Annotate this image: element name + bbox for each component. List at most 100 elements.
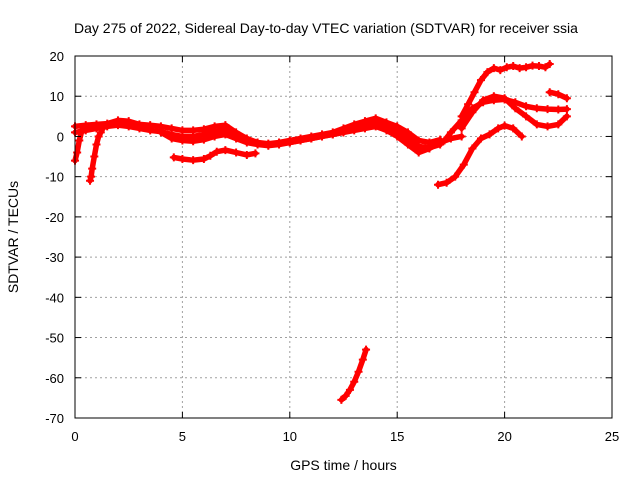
x-tick-label-2: 10: [283, 429, 297, 444]
data-point-late-lower-9: [509, 124, 518, 133]
data-point-late-top-12: [534, 62, 543, 71]
data-point-main-band-lower-1: [167, 134, 176, 143]
data-point-outlier-arc-2: [345, 385, 354, 394]
chart-title: Day 275 of 2022, Sidereal Day-to-day VTE…: [74, 20, 578, 36]
series-late-right: [545, 88, 571, 103]
data-point-late-lower-7: [494, 124, 503, 133]
data-point-late-mid-6: [500, 95, 509, 104]
data-point-late-top-8: [509, 62, 518, 71]
y-axis-label: SDTVAR / TECUs: [5, 181, 21, 293]
data-point-early-dip-3: [77, 128, 86, 137]
data-point-main-band-lower-10: [264, 141, 273, 150]
data-point-main-band-lower-19: [360, 124, 369, 133]
data-point-main-band-lower-12: [285, 138, 294, 147]
data-point-late-lower-6: [485, 130, 494, 139]
y-tick-label-1: -60: [45, 371, 64, 386]
data-point-late-top-13: [541, 63, 550, 72]
data-point-afternoon-segment-2: [189, 156, 198, 165]
x-axis-label: GPS time / hours: [290, 457, 397, 473]
data-point-main-band-mid-6: [135, 124, 144, 133]
x-tick-label-3: 15: [390, 429, 404, 444]
data-point-late-mid-11: [554, 105, 563, 114]
y-tick-label-4: -30: [45, 250, 64, 265]
series-main-band-lower: [156, 122, 466, 157]
y-tick-label-7: 0: [57, 129, 64, 144]
y-tick-label-9: 20: [50, 49, 64, 64]
data-point-late-mid-1: [446, 128, 455, 137]
data-point-late-top-7: [502, 63, 511, 72]
data-point-outlier-arc-0: [337, 395, 346, 404]
data-point-main-band-mid-5: [124, 122, 133, 131]
data-point-main-band-lower-4: [199, 135, 208, 144]
data-point-main-band-lower-24: [414, 148, 423, 157]
data-point-main-band-lower-0: [156, 128, 165, 137]
data-point-afternoon-segment-5: [212, 147, 221, 156]
data-point-late-top-4: [483, 68, 492, 77]
data-point-outlier-arc-1: [341, 391, 350, 400]
data-point-afternoon-segment-7: [232, 148, 241, 157]
data-point-main-band-lower-17: [339, 128, 348, 137]
data-point-afternoon-segment-6: [221, 146, 230, 155]
data-point-late-right-1: [554, 90, 563, 99]
data-point-main-band-lower-22: [393, 132, 402, 141]
data-point-main-band-lower-3: [189, 137, 198, 146]
data-point-late-upper-6: [522, 112, 531, 121]
series-early-drop: [86, 124, 107, 185]
x-tick-label-5: 25: [605, 429, 619, 444]
data-point-early-drop-0: [86, 176, 95, 185]
y-axis-ticks: -70 -60 -50 -40 -30 -20 -10 0 10 20: [45, 49, 612, 426]
data-point-main-band-lower-7: [232, 134, 241, 143]
y-tick-label-3: -40: [45, 290, 64, 305]
data-point-main-band-lower-6: [221, 130, 230, 139]
data-point-main-band-lower-11: [275, 140, 284, 149]
data-point-late-lower-3: [459, 160, 468, 169]
data-point-afternoon-segment-3: [199, 154, 208, 163]
data-point-late-lower-4: [468, 144, 477, 153]
x-tick-label-4: 20: [497, 429, 511, 444]
data-point-late-upper-7: [532, 120, 541, 129]
grid-lines: [75, 56, 612, 418]
data-point-early-dip-5: [83, 122, 92, 131]
data-point-late-mid-3: [468, 104, 477, 113]
data-point-main-band-lower-16: [328, 130, 337, 139]
data-point-main-band-lower-14: [307, 134, 316, 143]
data-point-late-lower-5: [476, 134, 485, 143]
data-point-late-top-2: [470, 88, 479, 97]
data-point-main-band-lower-28: [457, 132, 466, 141]
data-point-main-band-lower-2: [178, 136, 187, 145]
data-point-late-upper-0: [457, 124, 466, 133]
data-point-late-lower-2: [451, 172, 460, 181]
data-point-late-lower-8: [500, 121, 509, 130]
data-point-early-drop-4: [92, 140, 101, 149]
y-tick-label-5: -20: [45, 210, 64, 225]
y-tick-label-8: 10: [50, 89, 64, 104]
data-point-late-mid-7: [511, 98, 520, 107]
data-point-afternoon-segment-0: [169, 153, 178, 162]
data-point-afternoon-segment-1: [178, 154, 187, 163]
data-point-early-drop-6: [96, 128, 105, 137]
data-point-late-lower-0: [434, 180, 443, 189]
data-point-outlier-arc-3: [350, 377, 359, 386]
series-line-afternoon-segment: [171, 147, 259, 163]
series-late-mid: [440, 95, 571, 145]
data-point-late-mid-2: [457, 116, 466, 125]
data-point-early-drop-5: [94, 132, 103, 141]
data-point-afternoon-segment-4: [206, 151, 215, 160]
x-tick-label-1: 5: [179, 429, 186, 444]
data-point-late-lower-10: [517, 132, 526, 141]
y-tick-label-0: -70: [45, 411, 64, 426]
data-point-early-drop-1: [87, 172, 96, 181]
data-point-late-mid-0: [440, 136, 449, 145]
data-point-main-band-lower-20: [371, 122, 380, 131]
data-point-main-band-lower-25: [425, 144, 434, 153]
data-point-late-upper-8: [543, 122, 552, 131]
data-point-main-band-lower-23: [403, 140, 412, 149]
y-tick-label-6: -10: [45, 170, 64, 185]
x-axis-ticks: 0 5 10 15 20 25: [71, 56, 619, 444]
data-point-late-mid-8: [522, 102, 531, 111]
data-point-late-mid-12: [562, 105, 571, 114]
data-point-late-top-5: [489, 64, 498, 73]
data-point-early-drop-2: [88, 164, 97, 173]
